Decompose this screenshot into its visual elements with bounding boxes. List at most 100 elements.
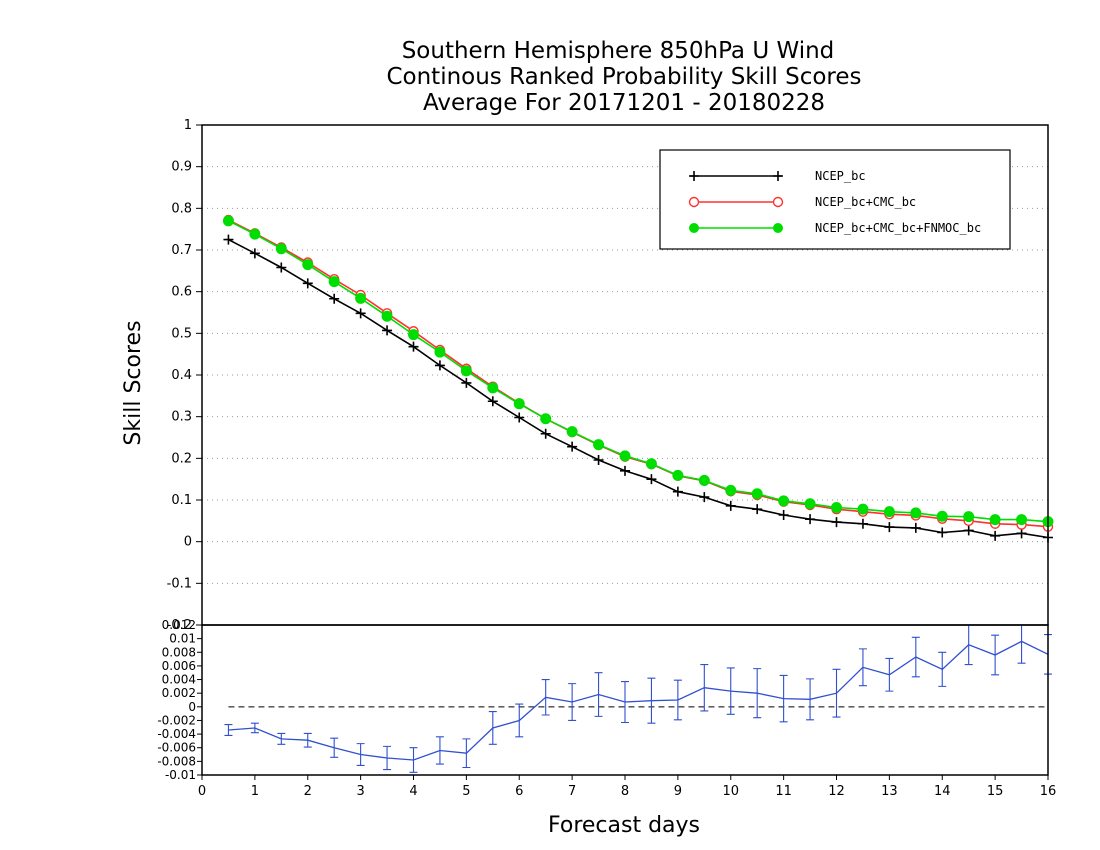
plus-marker	[434, 360, 445, 371]
plus-marker	[699, 492, 710, 503]
error-bar	[1017, 624, 1026, 664]
x-tick-label: 8	[621, 784, 629, 799]
plus-marker	[540, 428, 551, 439]
y-tick-label: 0.012	[162, 618, 196, 632]
error-bar	[911, 636, 920, 678]
filled-circle-marker	[883, 506, 895, 518]
error-bar	[462, 738, 471, 769]
error-bar	[594, 672, 603, 717]
filled-circle-marker	[408, 329, 419, 341]
filled-circle-marker	[910, 507, 922, 519]
x-tick-label: 3	[356, 784, 364, 799]
filled-circle-marker	[725, 484, 737, 496]
plus-marker	[567, 441, 578, 452]
legend: NCEP_bc NCEP_bc+CMC_bc NCEP_bc+CMC_bc+FNMO…	[659, 149, 1011, 250]
error-bar	[303, 732, 312, 748]
y-tick-label: 0.01	[169, 632, 196, 646]
y-tick-label: 0	[184, 535, 192, 550]
filled-circle-marker	[328, 276, 340, 288]
filled-circle-marker	[540, 413, 552, 425]
chart-title: Southern Hemisphere 850hPa U Wind Contin…	[386, 38, 861, 116]
filled-circle-marker	[513, 398, 525, 410]
plus-marker	[646, 474, 657, 485]
x-tick-label: 7	[568, 784, 576, 799]
plus-marker	[514, 412, 525, 423]
filled-circle-marker	[672, 469, 684, 481]
plus-marker	[249, 248, 260, 259]
y-tick-label: 0.8	[171, 201, 192, 216]
plus-marker	[487, 396, 498, 407]
error-bar	[700, 663, 709, 712]
filled-circle-marker	[222, 215, 234, 227]
x-tick-label: 5	[462, 784, 470, 799]
y-tick-label: -0.002	[157, 713, 196, 727]
filled-circle-marker	[381, 310, 393, 322]
plus-marker	[725, 500, 736, 511]
filled-circle-marker	[936, 510, 948, 522]
y-tick-label: 0	[188, 700, 196, 714]
plus-marker	[593, 455, 604, 465]
error-bar	[277, 732, 286, 745]
error-bar	[621, 681, 629, 724]
x-tick-label: 15	[987, 784, 1004, 799]
y-tick-label: 1	[184, 118, 192, 133]
error-bar	[409, 747, 418, 773]
filled-circle-marker	[619, 450, 631, 462]
error-bar	[224, 723, 233, 737]
y-tick-label: 0.008	[162, 645, 196, 659]
x-tick-label: 13	[881, 784, 898, 799]
x-tick-label: 10	[722, 784, 739, 799]
error-bar	[779, 674, 788, 723]
y-tick-label: -0.006	[157, 741, 196, 755]
legend-plus-marker	[689, 171, 699, 181]
plus-marker	[937, 527, 948, 538]
y-tick-label: 0.2	[171, 451, 192, 466]
error-bar	[541, 678, 550, 716]
filled-circle-marker	[698, 474, 710, 486]
plus-marker	[355, 308, 366, 319]
legend-open-circle-marker	[688, 196, 700, 208]
filled-circle-marker	[1016, 514, 1028, 526]
plus-marker	[778, 510, 789, 520]
plus-marker	[990, 530, 1001, 541]
legend-plus-marker	[773, 171, 783, 181]
legend-label-1: NCEP_bc+CMC_bc	[815, 195, 916, 209]
legend-open-circle-marker	[772, 196, 784, 208]
error-bar	[435, 736, 444, 765]
y-tick-label: -0.008	[157, 754, 196, 768]
filled-circle-marker	[275, 243, 287, 255]
y-tick-label: -0.01	[165, 768, 196, 782]
plus-marker	[831, 517, 842, 528]
error-bar	[383, 745, 392, 771]
plus-marker	[302, 278, 313, 289]
legend-filled-circle-marker	[773, 223, 783, 233]
plus-marker	[752, 504, 763, 515]
error-bar	[356, 743, 365, 767]
error-bar	[806, 678, 815, 721]
y-tick-label: 0.7	[171, 243, 192, 258]
filled-circle-marker	[249, 228, 261, 240]
filled-circle-marker	[566, 426, 578, 438]
legend-filled-circle-marker	[689, 223, 699, 233]
error-bar	[568, 683, 577, 722]
y-axis-label: Skill Scores	[121, 320, 146, 445]
filled-circle-marker	[487, 382, 499, 394]
series-line-2	[228, 220, 1049, 523]
plus-marker	[329, 293, 340, 304]
error-bar	[832, 668, 841, 718]
y-tick-label: -0.2	[167, 618, 192, 633]
x-tick-label: 9	[674, 784, 682, 799]
plus-marker	[884, 522, 895, 533]
plus-marker	[1016, 528, 1027, 539]
filled-circle-marker	[778, 495, 790, 507]
error-bar	[858, 648, 867, 687]
x-axis-label: Forecast days	[548, 813, 700, 838]
y-tick-label: 0.5	[171, 326, 192, 341]
filled-circle-marker	[434, 346, 446, 358]
legend-label-0: NCEP_bc	[815, 169, 866, 183]
plus-marker	[910, 522, 921, 533]
error-bar	[330, 737, 339, 758]
filled-circle-marker	[989, 514, 1001, 526]
filled-circle-marker	[751, 488, 763, 500]
